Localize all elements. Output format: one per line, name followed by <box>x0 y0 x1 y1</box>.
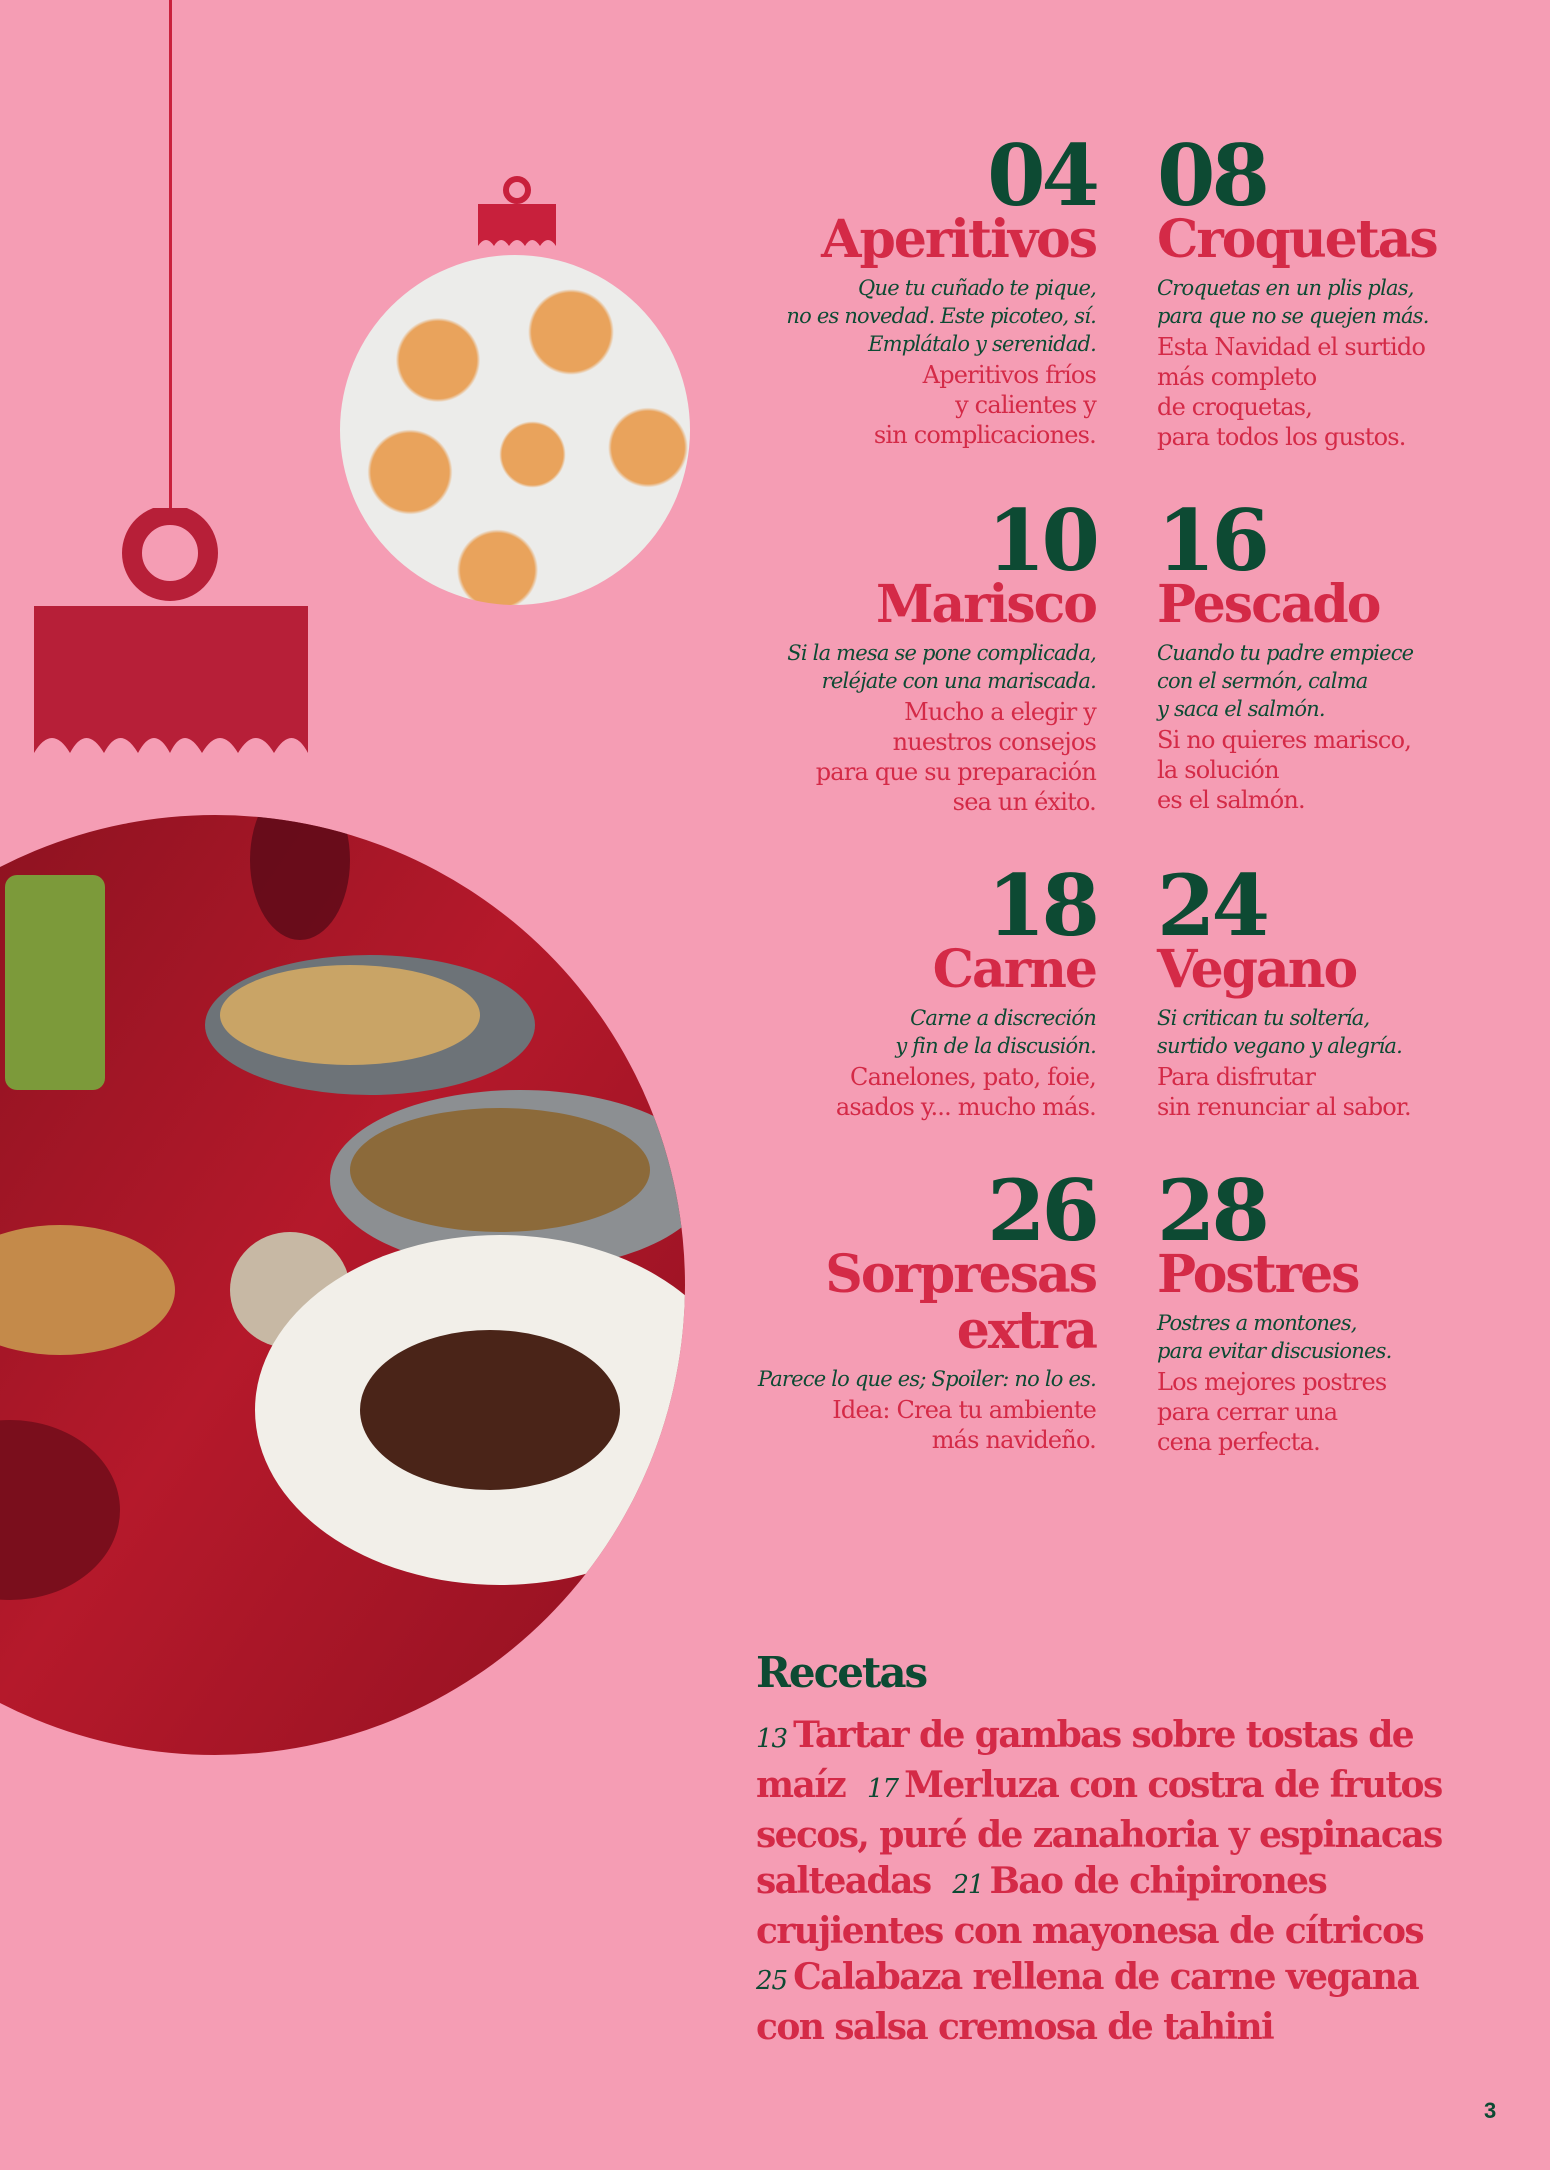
receta-title: Tartar de gambas sobre tostas de maíz <box>756 1714 1415 1806</box>
receta-title: Bao de chipirones crujientes con mayones… <box>756 1860 1425 1952</box>
section-description: Idea: Crea tu ambiente más navideño. <box>832 1396 1097 1454</box>
ornament-cap-icon <box>34 508 308 753</box>
section-title: Marisco <box>875 574 1098 635</box>
receta-page: 25 <box>756 1966 788 1996</box>
page-number: 3 <box>1484 2098 1497 2123</box>
receta-page: 13 <box>756 1724 788 1754</box>
small-ornament-cap-icon <box>478 176 556 246</box>
section-page-number: 10 <box>987 491 1100 590</box>
section-description: Si no quieres marisco, la solución es el… <box>1157 726 1412 814</box>
recetas-list: 13 Tartar de gambas sobre tostas de maíz … <box>756 1712 1476 2050</box>
section-page-number: 26 <box>987 1161 1100 1260</box>
receta-item[interactable]: 13 Tartar de gambas sobre tostas de maíz <box>756 1714 1415 1806</box>
section-description: Mucho a elegir y nuestros consejos para … <box>815 698 1097 816</box>
section-tagline: Postres a montones, para evitar discusio… <box>1157 1311 1392 1363</box>
section-page-number: 24 <box>1157 856 1270 955</box>
section-tagline: Si la mesa se pone complicada, reléjate … <box>787 641 1097 693</box>
section-page-number: 18 <box>987 856 1100 955</box>
section-title: Sorpresas extra <box>825 1244 1098 1361</box>
section-tagline: Carne a discreción y fin de la discusión… <box>895 1006 1096 1058</box>
festive-table-photo <box>0 815 685 1755</box>
section-sorpresas[interactable]: 26 Sorpresas extra Parece lo que es; Spoil… <box>700 1161 1100 1455</box>
section-title: Postres <box>1157 1244 1360 1305</box>
section-croquetas[interactable]: 08 Croquetas Croquetas en un plis plas, pa… <box>1157 126 1517 452</box>
section-carne[interactable]: 18 Carne Carne a discreción y fin de la di… <box>700 856 1100 1122</box>
section-tagline: Cuando tu padre empiece con el sermón, c… <box>1157 641 1414 721</box>
receta-item[interactable]: 21 Bao de chipirones crujientes con mayon… <box>756 1860 1425 1952</box>
section-description: Canelones, pato, foie, asados y... mucho… <box>835 1063 1097 1121</box>
aperitivos-photo <box>340 255 690 605</box>
section-description: Los mejores postres para cerrar una cena… <box>1157 1368 1387 1456</box>
section-description: Aperitivos fríos y calientes y sin compl… <box>873 361 1097 449</box>
section-page-number: 16 <box>1157 491 1270 590</box>
section-page-number: 28 <box>1157 1161 1270 1260</box>
ornament-string <box>169 0 172 515</box>
section-tagline: Croquetas en un plis plas, para que no s… <box>1157 276 1429 328</box>
section-title: Aperitivos <box>821 209 1098 270</box>
receta-item[interactable]: 17 Merluza con costra de frutos secos, pu… <box>756 1764 1443 1902</box>
section-description: Para disfrutar sin renunciar al sabor. <box>1157 1063 1412 1121</box>
section-title: Vegano <box>1157 939 1358 1000</box>
section-title: Carne <box>932 939 1098 1000</box>
section-pescado[interactable]: 16 Pescado Cuando tu padre empiece con el … <box>1157 491 1517 815</box>
receta-page: 17 <box>867 1774 899 1804</box>
section-title: Pescado <box>1157 574 1381 635</box>
section-tagline: Parece lo que es; Spoiler: no lo es. <box>757 1367 1097 1391</box>
section-aperitivos[interactable]: 04 Aperitivos Que tu cuñado te pique, no e… <box>700 126 1100 450</box>
section-tagline: Si critican tu soltería, surtido vegano … <box>1157 1006 1403 1058</box>
section-tagline: Que tu cuñado te pique, no es novedad. E… <box>786 276 1096 356</box>
recetas-heading: Recetas <box>756 1648 928 1697</box>
receta-page: 21 <box>952 1870 984 1900</box>
section-page-number: 04 <box>987 126 1100 225</box>
section-marisco[interactable]: 10 Marisco Si la mesa se pone complicada, … <box>700 491 1100 817</box>
receta-title: Calabaza rellena de carne vegana con sal… <box>756 1956 1420 2048</box>
section-description: Esta Navidad el surtido más completo de … <box>1157 333 1426 451</box>
receta-title: Merluza con costra de frutos secos, puré… <box>756 1764 1443 1902</box>
section-title: Croquetas <box>1157 209 1439 270</box>
section-page-number: 08 <box>1157 126 1270 225</box>
receta-item[interactable]: 25 Calabaza rellena de carne vegana con s… <box>756 1956 1420 2048</box>
section-vegano[interactable]: 24 Vegano Si critican tu soltería, surtido… <box>1157 856 1517 1122</box>
section-postres[interactable]: 28 Postres Postres a montones, para evitar… <box>1157 1161 1517 1457</box>
